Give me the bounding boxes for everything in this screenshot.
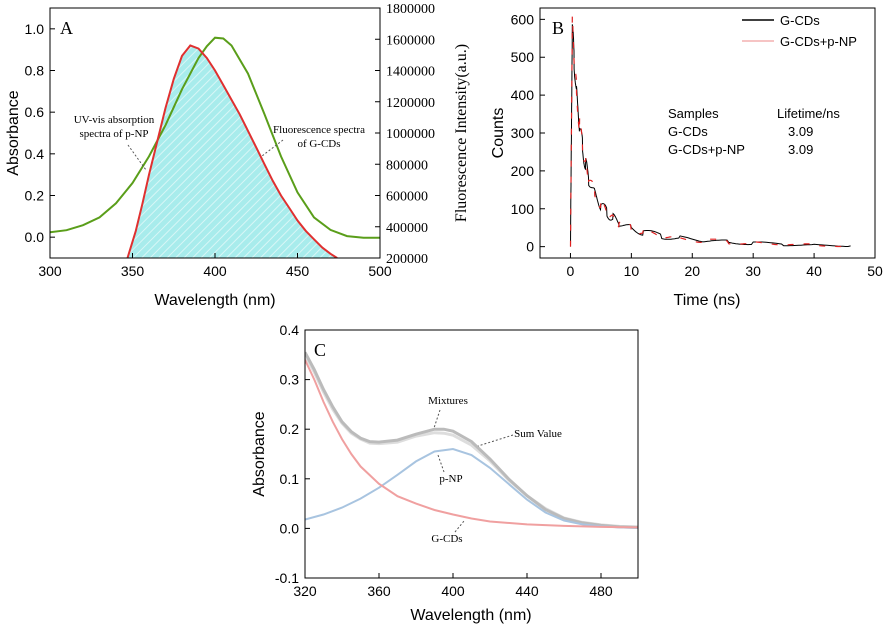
g-cds-p-np-decay-line [569, 16, 851, 248]
panel-b-y-label: Counts [490, 108, 507, 159]
p-np-series-line [305, 447, 638, 529]
panel-c-annotation-mixtures-pointer [433, 409, 441, 429]
panel-a-annotation-absorption-1: UV-vis absorption [74, 114, 155, 126]
panel-c-y-tick-label: 0.3 [280, 372, 300, 388]
panel-c-annotation-sum-value: Sum Value [514, 428, 562, 440]
panel-a-y-tick-label: 1.0 [25, 21, 45, 37]
panel-c-frame [304, 329, 639, 579]
panel-b-x-tick-label: 40 [806, 263, 822, 279]
panel-b-x-tick-label: 10 [624, 263, 640, 279]
table-cell-lifetime: 3.09 [788, 142, 813, 157]
g-cds-series-line [305, 359, 638, 529]
legend-label-g-cds-p-np: G-CDs+p-NP [780, 34, 857, 49]
table-cell-sample: G-CDs [668, 124, 708, 139]
absorption-series-line [126, 44, 338, 258]
panel-c-x-tick-label: 320 [293, 583, 317, 599]
panel-a-y2-tick-label: 1800000 [386, 2, 435, 17]
panel-a-y2-tick-label: 800000 [386, 158, 428, 173]
panel-a-y2-tick-label: 1600000 [386, 33, 435, 48]
table-header-samples: Samples [668, 106, 719, 121]
panel-c-annotation-g-cds: G-CDs [431, 533, 462, 545]
absorption-area-fill [127, 45, 338, 258]
panel-c-y-tick-label: 0.1 [280, 471, 300, 487]
panel-a-y2-tick-label: 1200000 [386, 96, 435, 111]
panel-a-x-tick-label: 450 [286, 263, 310, 279]
panel-b-x-tick-label: 0 [567, 263, 575, 279]
panel-a: 300 350 400 450 500 0.0 0.2 0.4 0.6 0.8 1.0 200000 4… [5, 2, 470, 309]
legend-label-g-cds: G-CDs [780, 13, 820, 28]
panel-b-legend: G-CDs G-CDs+p-NP [742, 13, 857, 49]
panel-a-y2-tick-label: 200000 [386, 252, 428, 267]
panel-b-lifetime-table: Samples Lifetime/ns G-CDs 3.09 G-CDs+p-N… [668, 106, 840, 157]
panel-a-annotation-fluorescence-2: of G-CDs [297, 138, 340, 150]
panel-a-y-tick-label: 0.8 [25, 63, 45, 79]
panel-c-y-label: Absorbance [251, 411, 268, 496]
panel-b-x-tick-label: 50 [867, 263, 883, 279]
table-header-lifetime: Lifetime/ns [777, 106, 840, 121]
panel-a-x-tick-label: 300 [38, 263, 62, 279]
panel-a-x-tick-label: 500 [368, 263, 392, 279]
panel-c-y-tick-label: 0.0 [280, 520, 300, 536]
panel-a-x-label: Wavelength (nm) [154, 292, 275, 309]
panel-c-annotation-g-cds-pointer [454, 520, 465, 533]
panel-b-y-tick-label: 500 [511, 49, 535, 65]
fluorescence-series-line [50, 36, 380, 239]
panel-c-x-tick-label: 400 [441, 583, 465, 599]
panel-b-y-tick-label: 100 [511, 201, 535, 217]
panel-a-y-tick-label: 0.4 [25, 146, 45, 162]
panel-b-x-tick-label: 30 [745, 263, 761, 279]
panel-a-x-tick-label: 400 [203, 263, 227, 279]
table-cell-sample: G-CDs+p-NP [668, 142, 745, 157]
panel-a-y-tick-label: 0.2 [25, 188, 45, 204]
panel-b-y-tick-label: 300 [511, 125, 535, 141]
panel-a-label: A [60, 18, 73, 38]
panel-c-x-tick-label: 440 [515, 583, 539, 599]
panel-c: 320 360 400 440 480 -0.1 0.0 0.1 0.2 0.3 0.4 C Wav… [251, 322, 639, 624]
panel-a-y2-tick-label: 400000 [386, 221, 428, 236]
panel-a-y2-label: Fluorescence Intensity(a.u.) [453, 44, 470, 222]
panel-c-y-tick-label: 0.2 [280, 421, 300, 437]
panel-a-annotation-absorption-pointer [127, 144, 147, 171]
panel-c-y-tick-label: 0.4 [280, 322, 300, 338]
panel-a-annotation-absorption-2: spectra of p-NP [79, 128, 148, 140]
g-cds-decay-line [570, 24, 851, 247]
panel-b-y-tick-label: 0 [526, 239, 534, 255]
panel-c-y-tick-label: -0.1 [275, 570, 299, 586]
panel-b-x-tick-label: 20 [684, 263, 700, 279]
panel-a-y2-tick-label: 600000 [386, 190, 428, 205]
panel-a-y-label: Absorbance [5, 90, 22, 175]
panel-a-y-tick-label: 0.6 [25, 104, 45, 120]
panel-a-x-tick-label: 350 [121, 263, 145, 279]
panel-c-label: C [314, 340, 326, 360]
panel-c-annotation-sum-value-pointer [477, 434, 514, 447]
panel-c-x-label: Wavelength (nm) [410, 607, 531, 624]
panel-b-y-tick-label: 400 [511, 87, 535, 103]
panel-c-x-tick-label: 480 [589, 583, 613, 599]
mixtures-series-line [305, 351, 638, 529]
panel-a-annotation-fluorescence-1: Fluorescence spectra [273, 124, 365, 136]
panel-c-annotation-mixtures: Mixtures [428, 395, 468, 407]
panel-b-y-tick-label: 200 [511, 163, 535, 179]
panel-a-y-tick-label: 0.0 [25, 229, 45, 245]
panel-b-x-label: Time (ns) [674, 292, 741, 309]
panel-c-x-tick-label: 360 [367, 583, 391, 599]
panel-c-annotation-p-np: p-NP [439, 473, 462, 485]
panel-a-annotation-fluorescence-pointer [261, 139, 284, 157]
panel-c-annotation-p-np-pointer [437, 454, 445, 473]
table-cell-lifetime: 3.09 [788, 124, 813, 139]
panel-a-y2-tick-label: 1000000 [386, 127, 435, 142]
panel-a-y2-tick-label: 1400000 [386, 65, 435, 80]
panel-b-y-tick-label: 600 [511, 11, 535, 27]
panel-b-label: B [552, 18, 564, 38]
